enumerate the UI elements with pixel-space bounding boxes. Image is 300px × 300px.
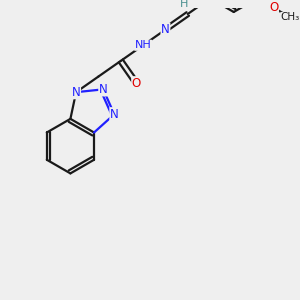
Text: N: N [110,108,119,121]
Text: N: N [99,83,108,96]
Text: O: O [269,2,278,14]
Text: NH: NH [135,40,152,50]
Text: O: O [132,77,141,90]
Text: H: H [180,0,188,9]
Text: CH₃: CH₃ [281,12,300,22]
Text: N: N [161,23,170,36]
Text: N: N [72,86,80,99]
